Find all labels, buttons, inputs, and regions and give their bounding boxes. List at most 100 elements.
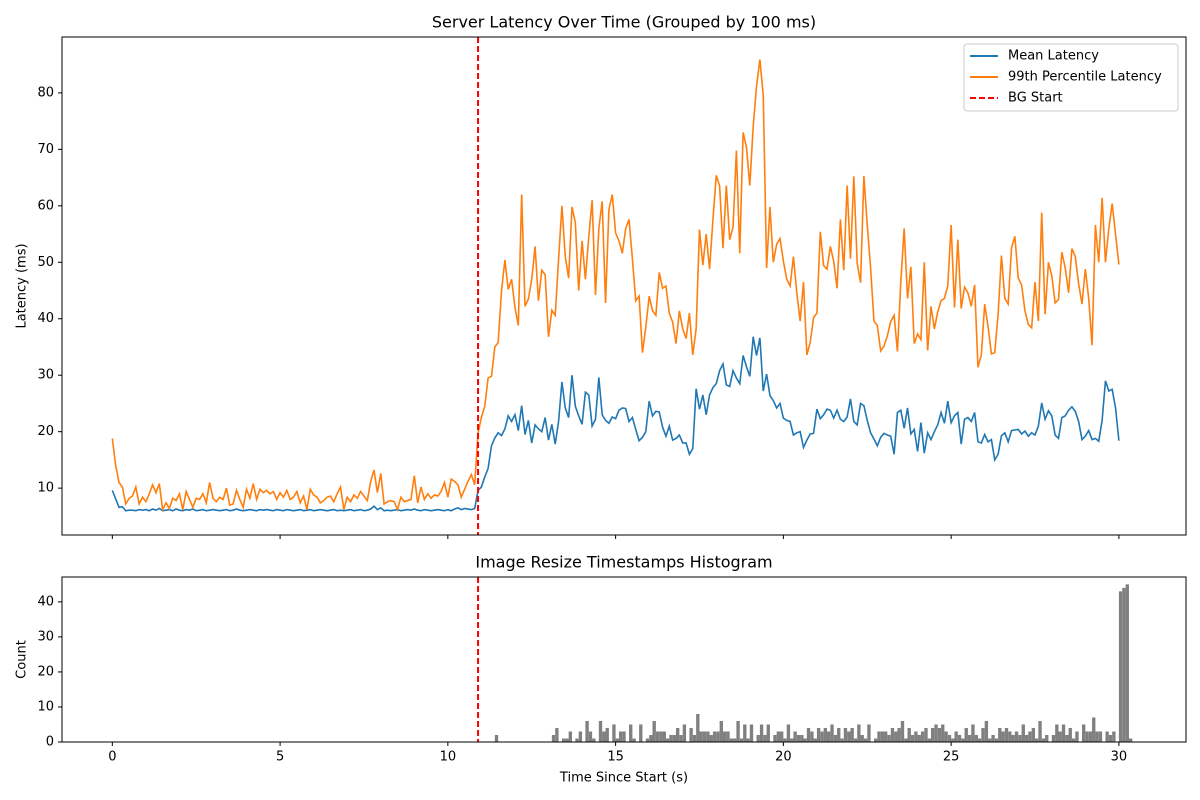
histogram-bar: [722, 731, 727, 742]
histogram-bar: [806, 727, 811, 742]
histogram-bar: [1098, 731, 1103, 742]
histogram-bar: [662, 731, 666, 742]
histogram-bar: [793, 731, 797, 742]
x-tick-label: 10: [440, 750, 457, 765]
chart-title: Image Resize Timestamps Histogram: [475, 553, 772, 572]
histogram-bar: [733, 738, 737, 742]
histogram-bar: [1108, 734, 1113, 742]
histogram-bar: [555, 727, 559, 742]
histogram-bar: [672, 734, 677, 742]
histogram-bar: [696, 713, 700, 742]
histogram-bar: [857, 724, 861, 742]
series-line: [111, 336, 1120, 512]
axes-frame: [61, 36, 1187, 536]
histogram-bar: [920, 731, 925, 742]
x-axis-label: Time Since Start (s): [559, 771, 688, 786]
y-tick-label: 70: [37, 142, 54, 157]
histogram-bar: [739, 738, 744, 742]
histogram-bar: [904, 738, 908, 742]
histogram-bar: [1001, 731, 1005, 742]
histogram-bar: [615, 738, 619, 742]
histogram-bar: [602, 731, 606, 742]
histogram-bar: [763, 734, 767, 742]
histogram-bar: [676, 727, 680, 742]
histogram-bar: [756, 734, 760, 742]
histogram-bar: [867, 724, 871, 742]
histogram-bar: [1068, 727, 1072, 742]
histogram-bar: [1045, 734, 1049, 742]
histogram-bar: [1038, 720, 1042, 742]
histogram-bar: [944, 731, 948, 742]
histogram-bar: [780, 731, 784, 742]
histogram-bar: [618, 731, 623, 742]
histogram-bar: [776, 731, 781, 742]
x-tick-label: 25: [943, 750, 960, 765]
histogram-bar: [941, 724, 945, 742]
histogram-bar: [605, 727, 609, 742]
histogram-bar: [931, 727, 935, 742]
histogram-bar: [934, 724, 938, 742]
histogram-bar: [833, 734, 838, 742]
y-tick-label: 10: [37, 699, 54, 714]
histogram-bar: [1024, 734, 1029, 742]
y-tick-label: 10: [37, 481, 54, 496]
histogram-bar: [1081, 724, 1086, 742]
histogram-bar: [873, 738, 878, 742]
histogram-bar: [1105, 731, 1109, 742]
histogram-bar: [967, 734, 972, 742]
histogram-bar: [629, 724, 633, 742]
legend-label: 99th Percentile Latency: [1008, 70, 1162, 85]
histogram-bar: [1014, 731, 1019, 742]
histogram-bar: [826, 731, 831, 742]
histogram-bar: [712, 731, 717, 742]
histogram-bar: [1092, 717, 1096, 742]
histogram-bar: [951, 738, 955, 742]
histogram-bar: [796, 734, 801, 742]
histogram-bar: [588, 731, 593, 742]
histogram-bar: [803, 738, 807, 742]
y-tick-label: 40: [37, 311, 54, 326]
histogram-bar: [649, 734, 653, 742]
plot-area: [477, 577, 1133, 742]
histogram-bar: [813, 738, 817, 742]
histogram-bar: [971, 724, 975, 742]
histogram-bar: [974, 734, 978, 742]
histogram-bar: [988, 738, 992, 742]
histogram-bar: [880, 731, 885, 742]
histogram-bar: [699, 731, 703, 742]
series-line: [111, 59, 1120, 513]
histogram-bar: [877, 731, 881, 742]
histogram-bar: [954, 731, 958, 742]
histogram-bar: [897, 727, 901, 742]
plot-area: [111, 37, 1120, 535]
histogram-bar: [709, 734, 713, 742]
histogram-bar: [736, 720, 740, 742]
histogram-bar: [1051, 734, 1056, 742]
histogram-bar: [800, 734, 804, 742]
histogram-bar: [816, 727, 821, 742]
histogram-bar: [1041, 738, 1046, 742]
histogram-bar: [1061, 724, 1066, 742]
histogram-bar: [1004, 727, 1009, 742]
histogram-bar: [998, 727, 1002, 742]
histogram-bar: [565, 738, 569, 742]
histogram-bar: [692, 734, 697, 742]
y-tick-label: 80: [37, 85, 54, 100]
histogram-bar: [1058, 731, 1062, 742]
histogram-bar: [1021, 724, 1025, 742]
histogram-bar: [783, 738, 787, 742]
histogram-bar: [766, 724, 770, 742]
histogram-bar: [843, 727, 848, 742]
histogram-bar: [984, 720, 989, 742]
histogram-bar: [981, 727, 985, 742]
histogram-bar: [850, 727, 854, 742]
histogram-bar: [1128, 738, 1133, 742]
histogram-bar: [840, 738, 844, 742]
histogram-bar: [702, 731, 707, 742]
histogram-bar: [853, 738, 858, 742]
histogram-bar: [743, 724, 747, 742]
legend-box: [963, 43, 1179, 112]
histogram-bar: [1071, 738, 1076, 742]
histogram-bar: [1055, 724, 1059, 742]
